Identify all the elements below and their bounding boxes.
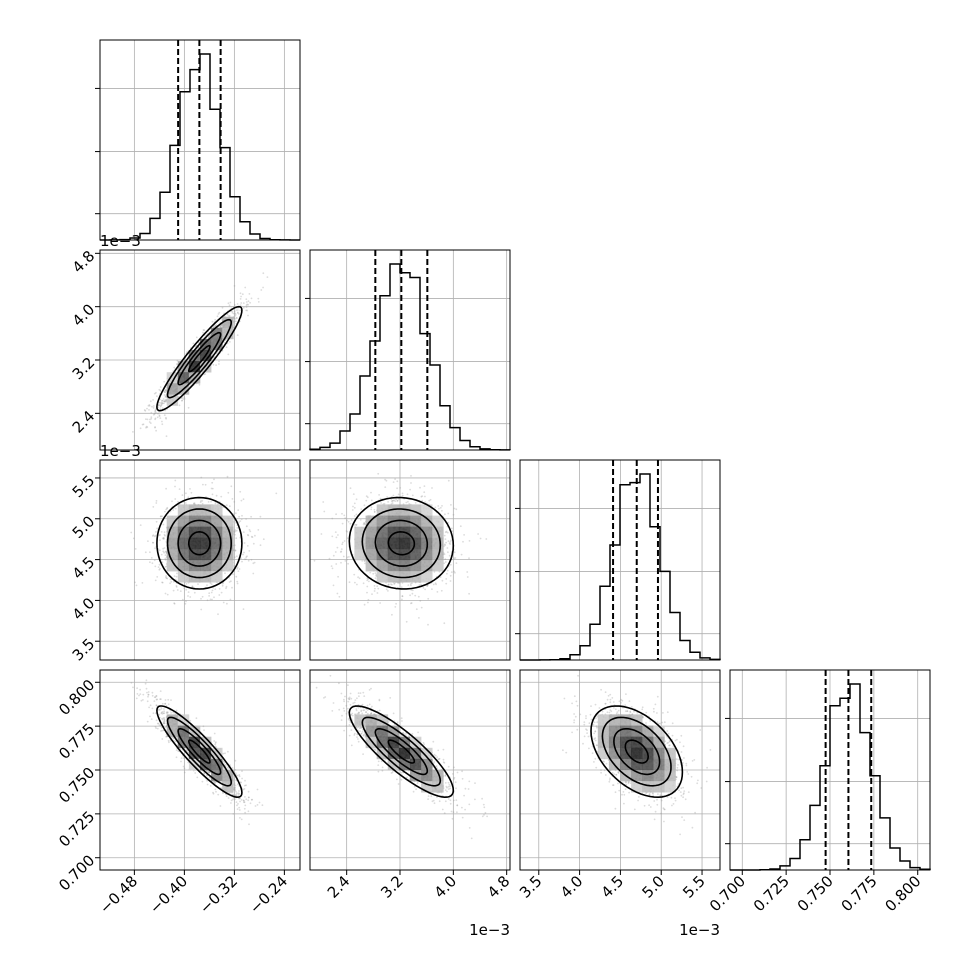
contour-level-1 <box>374 728 429 776</box>
panel-frame <box>99 249 301 451</box>
histogram-panel-1 <box>305 249 511 451</box>
histogram-panel-0 <box>95 39 301 241</box>
histogram-background <box>310 250 510 450</box>
contour-level-2 <box>166 508 233 579</box>
x-tick-label-1-3: 4.8 <box>484 872 514 902</box>
density-panel-1-2 <box>309 459 511 661</box>
x-offset-label-2: 1e−3 <box>679 921 720 939</box>
x-tick-label-2-3: 5.0 <box>638 872 668 902</box>
histogram-panel-3 <box>725 669 931 871</box>
contour-level-0 <box>387 530 416 556</box>
y-tick-label-3-1: 0.725 <box>55 807 98 850</box>
density-shading <box>166 504 234 583</box>
density-panel-0-3 <box>99 669 301 871</box>
panel-frame <box>309 669 511 871</box>
histogram-step <box>309 263 511 451</box>
x-tick-label-2-4: 5.5 <box>679 872 709 902</box>
density-shading <box>354 714 444 793</box>
contour-level-3 <box>590 705 684 799</box>
x-tick-label-2-1: 4.0 <box>557 872 587 902</box>
density-shading <box>354 504 444 583</box>
y-tick-label-1-2: 4.0 <box>69 300 99 330</box>
contour-level-3 <box>156 705 243 799</box>
panel-frame <box>309 459 511 661</box>
contour-level-2 <box>601 716 672 787</box>
y-tick-label-2-4: 5.5 <box>69 472 99 502</box>
contour-level-3 <box>156 305 243 412</box>
contour-level-0 <box>624 739 650 764</box>
x-tick-label-1-0: 2.4 <box>324 872 354 902</box>
contour-level-1 <box>177 519 222 567</box>
y-tick-label-1-3: 4.8 <box>69 247 99 277</box>
contour-level-1 <box>177 331 222 386</box>
y-tick-label-2-1: 4.0 <box>69 594 99 624</box>
contour-level-0 <box>387 739 416 764</box>
x-tick-label-0-1: −0.40 <box>146 872 191 917</box>
y-tick-label-3-2: 0.750 <box>55 764 98 807</box>
density-panel-0-2 <box>99 459 301 661</box>
histogram-frame <box>99 39 301 241</box>
x-tick-label-3-1: 0.725 <box>750 872 793 915</box>
density-panel-2-3 <box>519 669 721 871</box>
contour-level-2 <box>166 716 233 787</box>
x-tick-label-2-0: 3.5 <box>516 872 546 902</box>
y-tick-label-2-2: 4.5 <box>69 553 99 583</box>
y-tick-label-1-0: 2.4 <box>69 407 99 437</box>
contour-level-0 <box>188 530 211 556</box>
y-tick-label-2-3: 5.0 <box>69 512 99 542</box>
y-offset-label-1: 1e−3 <box>100 232 141 250</box>
contour-level-3 <box>348 705 455 799</box>
contour-level-2 <box>361 508 442 579</box>
x-tick-label-3-3: 0.775 <box>838 872 881 915</box>
histogram-step <box>730 683 931 871</box>
x-tick-label-0-3: −0.24 <box>246 872 291 917</box>
y-tick-label-3-4: 0.800 <box>55 676 98 719</box>
contour-level-1 <box>374 519 429 567</box>
x-tick-label-3-2: 0.750 <box>794 872 837 915</box>
density-panel-1-3 <box>309 669 511 871</box>
histogram-frame <box>309 249 511 451</box>
x-tick-label-3-0: 0.700 <box>706 872 749 915</box>
x-tick-label-3-4: 0.800 <box>881 872 924 915</box>
x-tick-label-0-2: −0.32 <box>196 872 241 917</box>
x-tick-label-0-0: −0.48 <box>96 872 141 917</box>
y-tick-label-3-3: 0.775 <box>55 720 98 763</box>
contour-level-3 <box>348 496 455 590</box>
histogram-frame <box>519 459 721 661</box>
contour-level-2 <box>166 318 233 399</box>
x-tick-label-1-1: 3.2 <box>377 872 407 902</box>
contour-level-3 <box>156 496 243 590</box>
x-tick-label-1-2: 4.0 <box>431 872 461 902</box>
histogram-panel-2 <box>515 459 721 661</box>
x-offset-label-1: 1e−3 <box>469 921 510 939</box>
y-tick-label-3-0: 0.700 <box>55 851 98 894</box>
histogram-step <box>520 473 721 661</box>
contour-level-1 <box>177 728 222 776</box>
contour-level-0 <box>188 739 211 764</box>
y-tick-label-1-1: 3.2 <box>69 354 99 384</box>
x-tick-label-2-2: 4.5 <box>598 872 628 902</box>
contour-level-1 <box>613 728 661 776</box>
contour-level-2 <box>361 716 442 787</box>
contour-level-0 <box>188 344 211 373</box>
density-panel-0-1 <box>99 249 301 451</box>
y-offset-label-2: 1e−3 <box>100 442 141 460</box>
y-tick-label-2-0: 3.5 <box>69 635 99 665</box>
